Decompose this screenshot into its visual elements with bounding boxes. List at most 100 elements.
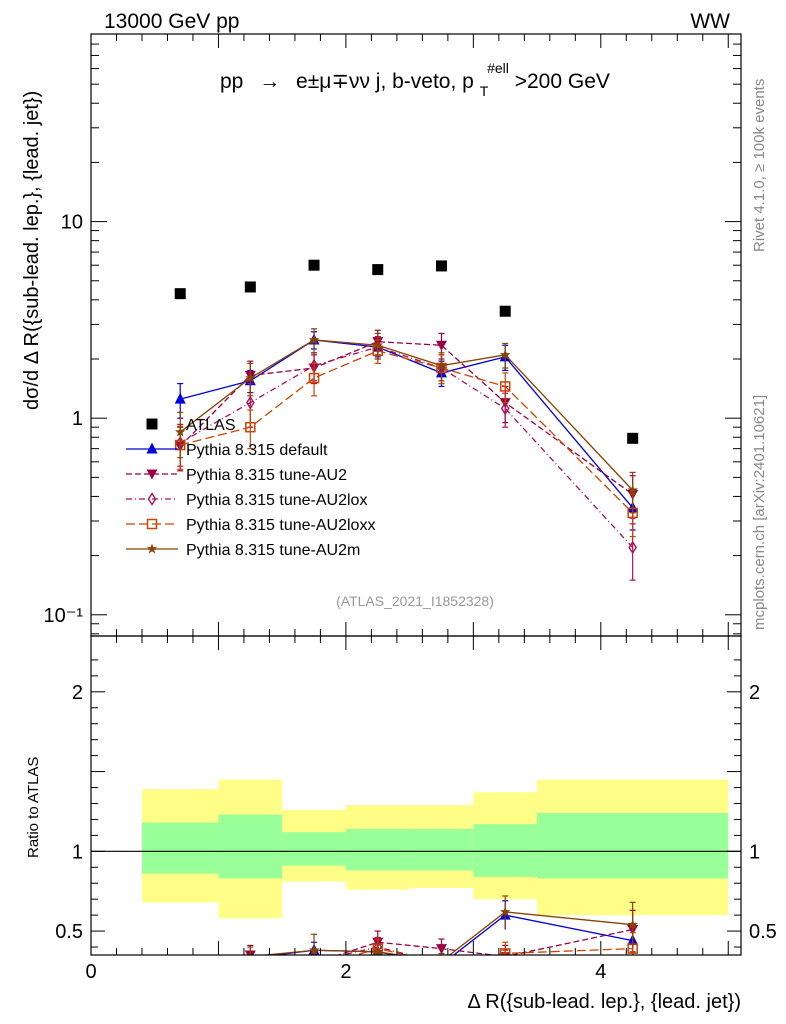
x-tick-label: 2 [340, 961, 351, 983]
data-point-au2m [499, 349, 511, 360]
legend-entry-au2loxx: Pythia 8.315 tune-AU2loxx [126, 517, 375, 534]
ratio-point-default [175, 958, 186, 969]
ratio-y-tick-label: 2 [72, 682, 83, 704]
data-point-au2m [627, 484, 638, 495]
legend-entry-au2lox: Pythia 8.315 tune-AU2lox [126, 492, 367, 509]
data-point-au2loxx [308, 372, 320, 384]
ratio-point-au2m [245, 951, 256, 955]
main-title: pp → e±μ∓νν j, b-veto, p T #ell >200 GeV [220, 55, 610, 101]
data-point-au2loxx [499, 381, 511, 392]
header-process: WW [690, 10, 730, 33]
x-tick-label: 4 [595, 961, 606, 983]
y-tick-label: 10⁻¹ [44, 605, 84, 627]
band-inner-bin [141, 822, 219, 874]
ratio-point-au2lox [247, 964, 254, 975]
ratio-point-au2lox [503, 952, 507, 955]
main-plot-area [174, 259, 639, 581]
ratio-point-au2m [372, 946, 383, 955]
ratio-ylabel: Ratio to ATLAS [25, 757, 42, 858]
ratio-y-tick-label: 1 [72, 841, 83, 863]
ratio-point-au2 [435, 944, 447, 955]
mcplots-label: mcplots.cern.ch [arXiv:2401.10621] [751, 395, 768, 630]
header-energy: 13000 GeV pp [104, 10, 239, 33]
ratio-point-au2loxx [437, 958, 446, 967]
ratio-uncertainty-band [91, 779, 741, 919]
ratio-y-tick-label-right: 2 [749, 682, 760, 704]
data-point-data [372, 264, 384, 276]
legend-entry-au2m: Pythia 8.315 tune-AU2m [126, 542, 360, 559]
legend-label: Pythia 8.315 tune-AU2m [186, 542, 360, 559]
x-tick-label: 0 [85, 961, 96, 983]
legend-label: Pythia 8.315 default [186, 442, 328, 459]
ratio-y-tick-label-right: 1 [749, 841, 760, 863]
data-point-au2m [308, 334, 320, 345]
legend-marker-default [146, 442, 158, 454]
legend-marker-au2m [146, 543, 158, 554]
data-point-default [174, 392, 186, 404]
legend-label: Pythia 8.315 tune-AU2lox [186, 492, 367, 509]
title-sub: T [480, 83, 489, 99]
legend-entry-data: ATLAS [146, 417, 236, 434]
band-inner-bin [282, 832, 346, 866]
data-point-au2m [372, 339, 383, 350]
ratio-point-au2 [309, 958, 320, 968]
title-sup: #ell [487, 60, 509, 76]
series-data [174, 259, 639, 444]
data-point-au2lox [628, 540, 637, 555]
ratio-line-default [270, 914, 633, 955]
ratio-xlabel: Δ R({sub-lead. lep.}, {lead. jet}) [467, 991, 741, 1013]
ratio-y-tick-label: 0.5 [55, 921, 83, 943]
band-inner-bin [473, 824, 538, 877]
reference-label: (ATLAS_2021_I1852328) [336, 593, 494, 609]
ratio-series-au2m [175, 895, 638, 983]
ratio-point-au2lox [177, 978, 184, 989]
title-arrow: → [259, 70, 280, 93]
legend-entry-default: Pythia 8.315 default [126, 442, 328, 459]
ratio-series-au2loxx [176, 932, 638, 988]
data-point-data [627, 432, 639, 444]
ratio-point-au2loxx [246, 976, 255, 985]
y-tick-label: 1 [72, 408, 83, 430]
data-point-au2m [174, 426, 186, 437]
data-point-data [308, 259, 320, 271]
band-inner-bin [537, 813, 729, 879]
band-inner-bin [218, 814, 283, 879]
axes: 0 2 4 10⁻¹ 1 10 0.5 0.5 1 1 2 2 [44, 33, 777, 983]
ratio-point-au2loxx [176, 979, 185, 988]
legend-marker-au2 [146, 469, 158, 480]
rivet-label: Rivet 4.1.0, ≥ 100k events [751, 79, 768, 252]
ratio-point-au2m [499, 906, 511, 917]
legend-label: Pythia 8.315 tune-AU2loxx [186, 517, 375, 534]
legend-marker-au2lox [147, 492, 157, 506]
main-ylabel: dσ/d Δ R({sub-lead. lep.}, {lead. jet}) [21, 91, 43, 410]
legend: ATLAS Pythia 8.315 default Pythia 8.315 tu… [126, 417, 375, 559]
series-au2m [174, 328, 638, 514]
legend-marker-au2loxx [146, 518, 158, 530]
legend-label: Pythia 8.315 tune-AU2 [186, 467, 347, 484]
legend-entry-au2: Pythia 8.315 tune-AU2 [126, 467, 347, 484]
ratio-point-au2 [175, 979, 186, 989]
ratio-y-tick-label-right: 0.5 [749, 921, 777, 943]
data-point-au2lox [500, 401, 510, 416]
ratio-point-au2loxx [310, 963, 319, 972]
title-lhs: pp [220, 70, 243, 93]
ratio-point-au2lox [313, 954, 315, 955]
data-point-data [499, 305, 511, 317]
ratio-point-au2m [175, 973, 185, 983]
legend-marker-data [146, 418, 158, 430]
data-point-data [435, 260, 447, 272]
ratio-point-au2lox [438, 957, 445, 968]
ratio-point-default [436, 958, 447, 969]
data-point-au2m [436, 360, 447, 371]
data-point-au2m [245, 372, 256, 383]
y-tick-label: 10 [61, 212, 83, 234]
ratio-point-au2m [627, 919, 638, 930]
band-inner-bin [345, 828, 410, 871]
data-point-data [174, 288, 186, 300]
ratio-plot-area [175, 895, 639, 989]
data-point-au2 [435, 340, 447, 351]
ratio-point-au2loxx [499, 948, 511, 955]
title-tail: >200 GeV [515, 70, 610, 93]
data-point-au2lox [245, 395, 255, 410]
